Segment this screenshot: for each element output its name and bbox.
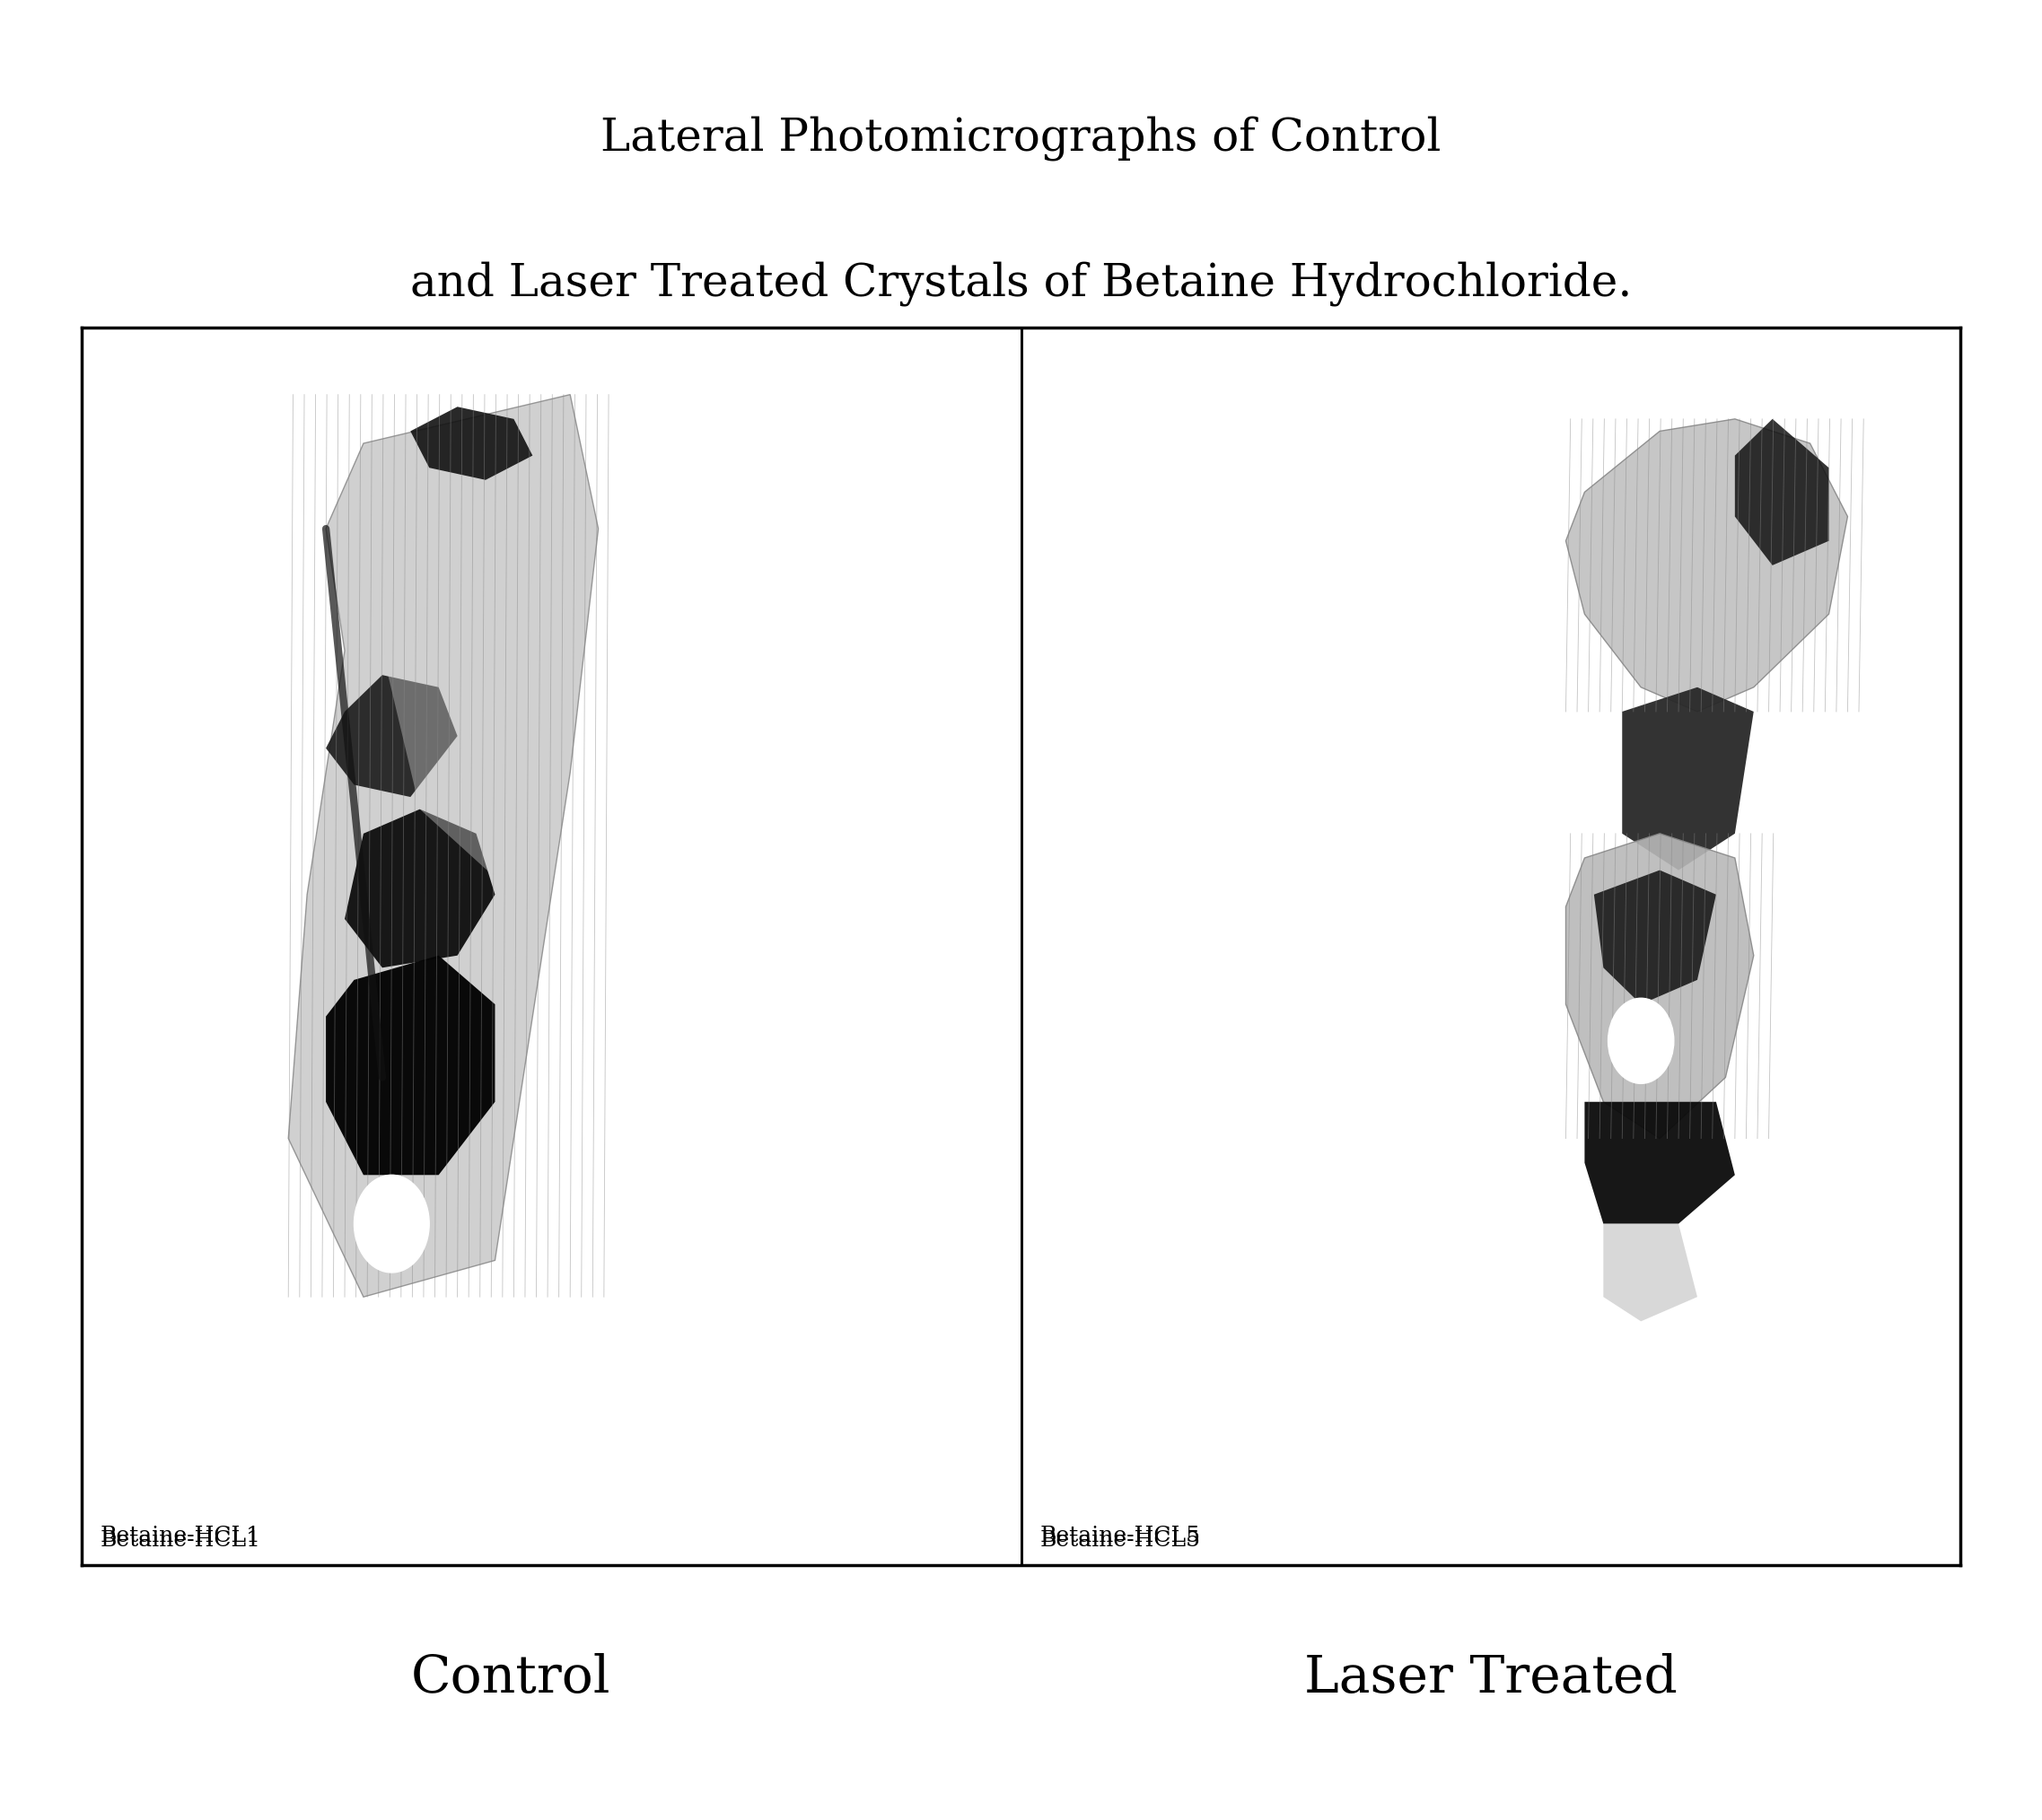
Text: Betaine-HCL1: Betaine-HCL1 [100, 1525, 261, 1547]
Polygon shape [288, 395, 598, 1298]
Text: Lateral Photomicrographs of Control: Lateral Photomicrographs of Control [600, 116, 1442, 160]
Polygon shape [1585, 1101, 1736, 1223]
Polygon shape [410, 408, 533, 480]
Polygon shape [345, 810, 494, 968]
Polygon shape [327, 675, 457, 797]
Polygon shape [1603, 1223, 1697, 1321]
Circle shape [1609, 997, 1674, 1083]
Text: and Laser Treated Crystals of Betaine Hydrochloride.: and Laser Treated Crystals of Betaine Hy… [410, 262, 1632, 306]
Polygon shape [327, 956, 494, 1176]
Text: Control: Control [410, 1653, 611, 1704]
Text: Betaine-HCL5: Betaine-HCL5 [1039, 1525, 1201, 1547]
Text: Laser Treated: Laser Treated [1305, 1653, 1676, 1704]
Polygon shape [1566, 419, 1848, 712]
Polygon shape [1566, 834, 1754, 1139]
Circle shape [353, 1176, 429, 1272]
Text: Betaine-HCL1: Betaine-HCL1 [100, 1529, 261, 1551]
Polygon shape [382, 468, 551, 894]
Polygon shape [1595, 870, 1715, 1005]
Text: Betaine-HCL5: Betaine-HCL5 [1039, 1529, 1201, 1551]
Polygon shape [1736, 419, 1830, 566]
Polygon shape [1621, 688, 1754, 870]
